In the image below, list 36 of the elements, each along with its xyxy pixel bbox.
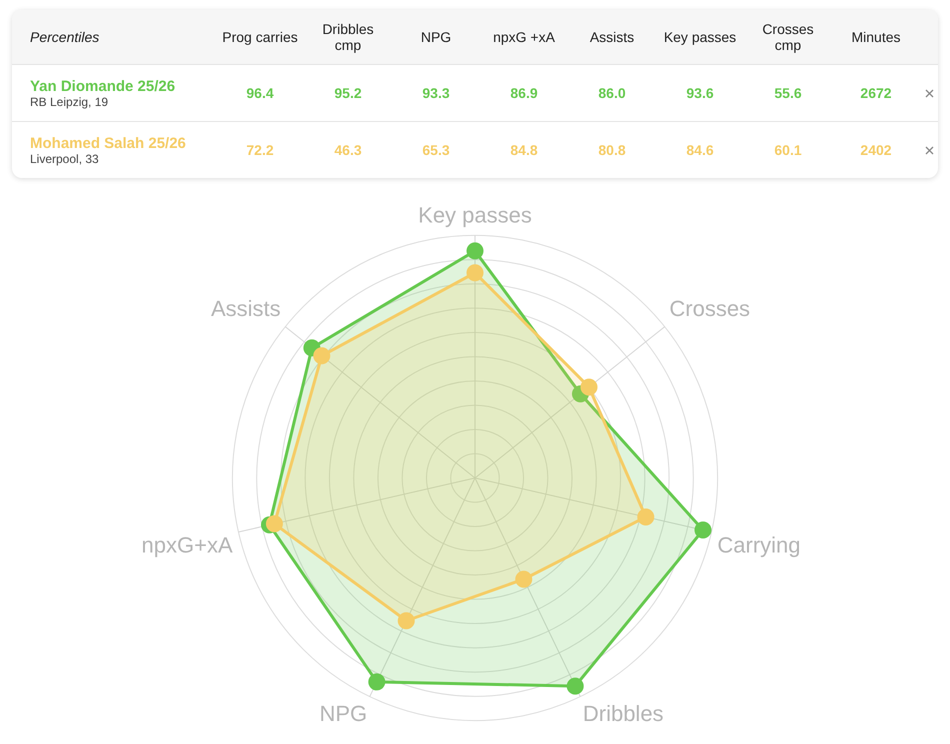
data-label: 96.4 [216,64,304,122]
data-label: 2672 [832,64,920,122]
category-label: Assists [568,10,656,64]
legend-label: Yan Diomande 25/26 [30,78,176,94]
spoke-label: Crosses [669,296,750,321]
category-label: npxG +xA [480,10,568,64]
spoke-label: Carrying [717,532,801,558]
legend-label: Mohamed Salah 25/26 [30,134,186,152]
spoke-label: Key passes [418,202,532,228]
text: Liverpool, 33 [30,152,100,166]
text: Percentiles [12,10,216,64]
data-label: 46.3 [304,122,392,178]
data-label: 84.8 [480,122,568,178]
data-label: 65.3 [392,122,480,178]
data-label: 84.6 [656,122,744,178]
spoke-label: NPG [319,701,368,726]
data-label: 80.8 [568,122,656,178]
category-label: Dribbles cmp [304,10,392,64]
category-label: Crosses cmp [744,10,832,64]
data-label: 2402 [832,122,920,178]
spoke-label: npxG+xA [142,532,233,558]
data-label: 72.2 [216,122,304,178]
category-label: Key passes [656,10,744,64]
spoke-label: Dribbles [582,701,664,726]
category-label: NPG [392,10,480,64]
category-label: Minutes [832,10,920,64]
data-label: 55.6 [744,64,832,122]
data-label: 86.9 [480,64,568,122]
data-label: 93.3 [392,64,480,122]
data-label: 60.1 [744,122,832,178]
spoke-label: Assists [210,296,281,321]
text: RB Leipzig, 19 [30,94,110,108]
data-label: 93.6 [656,64,744,122]
data-label: 95.2 [304,64,392,122]
category-label: Prog carries [216,10,304,64]
data-label: 86.0 [568,64,656,122]
